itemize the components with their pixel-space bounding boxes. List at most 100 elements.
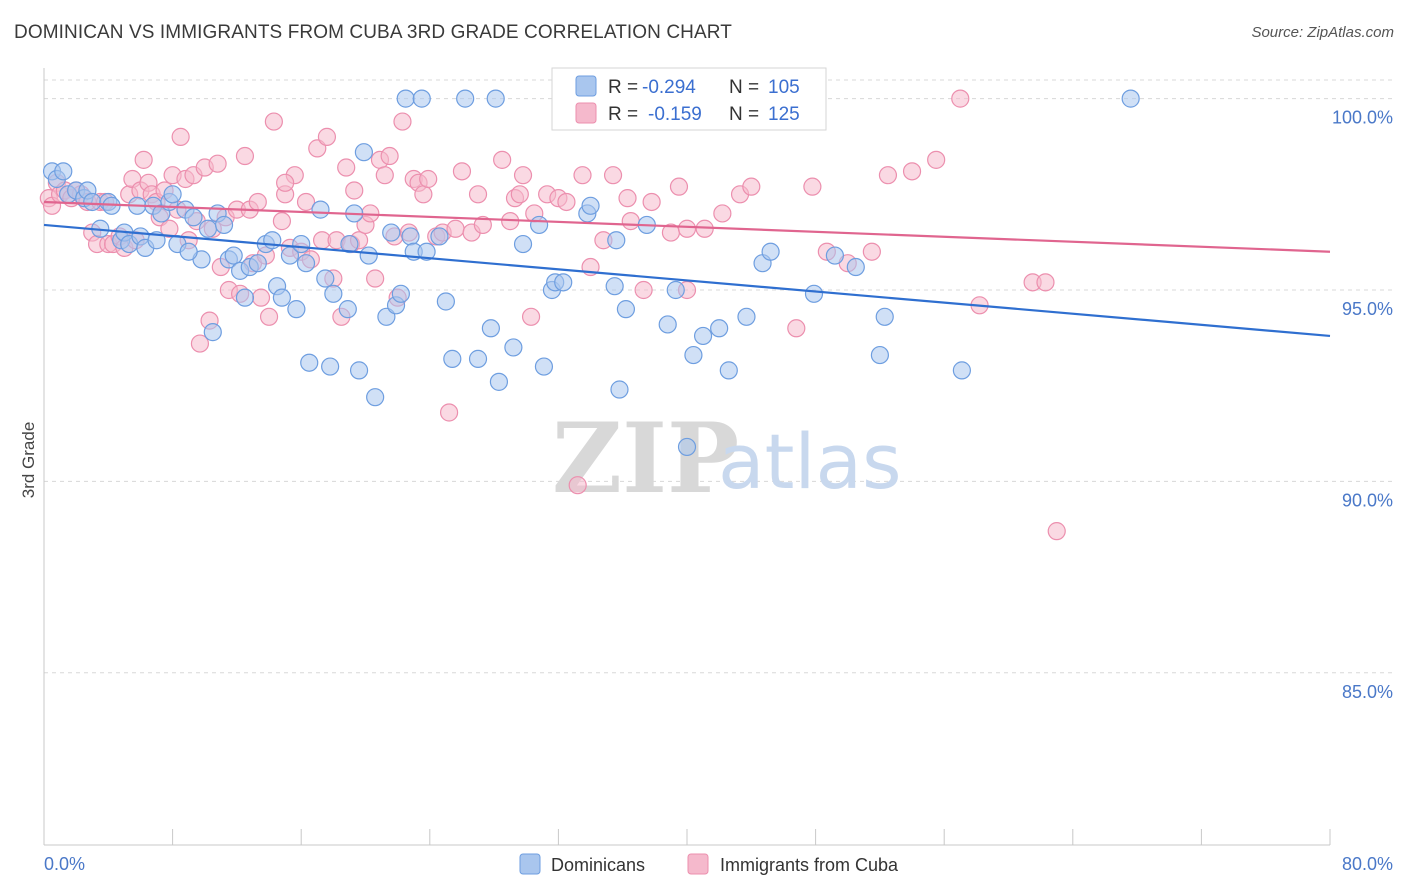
legend-r-value-1: -0.294 (642, 77, 696, 98)
dominicans-point (761, 242, 780, 261)
cuba-point (513, 166, 533, 185)
bottom-legend-swatch-dominicans (519, 853, 541, 875)
trend-line-cuba (43, 200, 1331, 253)
legend-n-label-2: N = (729, 104, 759, 125)
dominicans-point (530, 215, 549, 235)
dominicans-point (272, 288, 292, 307)
cuba-point (160, 219, 179, 238)
dominicans-point (412, 89, 431, 108)
dominicans-point (719, 361, 738, 380)
dominicans-point (366, 388, 385, 407)
dominicans-point (214, 215, 234, 235)
dominicans-point (203, 323, 222, 342)
dominicans-point (396, 89, 415, 108)
cuba-point (296, 192, 316, 212)
cuba-point (248, 192, 267, 212)
cuba-point (380, 146, 399, 166)
cuba-point (473, 215, 492, 235)
dominicans-point (436, 292, 455, 311)
cuba-point (419, 169, 438, 189)
dominicans-point (534, 357, 554, 376)
cuba-point (803, 177, 822, 196)
legend-swatch-cuba (575, 102, 597, 124)
cuba-point (621, 212, 640, 231)
trend-line-dominicans (43, 223, 1331, 338)
y-tick-label: 85.0% (1342, 682, 1393, 702)
dominicans-point (324, 284, 343, 303)
dominicans-point (443, 349, 462, 368)
cuba-point (317, 127, 337, 146)
dominicans-point (198, 219, 218, 238)
dominicans-point (658, 315, 677, 334)
dominicans-point (666, 280, 685, 300)
x-tick-label-min: 0.0% (44, 854, 85, 874)
dominicans-point (417, 242, 436, 261)
cuba-point (557, 192, 576, 212)
cuba-point (493, 150, 512, 169)
dominicans-point (607, 231, 626, 250)
cuba-point (446, 219, 465, 238)
cuba-point (264, 112, 283, 131)
x-tick-label-max: 80.0% (1342, 854, 1393, 874)
cuba-point (366, 269, 385, 288)
dominicans-point (292, 234, 311, 254)
legend-r-value-2: -0.159 (648, 104, 702, 125)
cuba-point (603, 166, 623, 185)
dominicans-point (504, 338, 523, 357)
dominicans-point (248, 254, 267, 273)
source-credit: Source: ZipAtlas.com (1251, 24, 1394, 41)
dominicans-point (870, 345, 890, 365)
cuba-point (642, 192, 661, 212)
cuba-point (669, 177, 689, 196)
dominicans-point (513, 234, 533, 254)
trend-lines (43, 200, 1331, 338)
legend-n-value-2: 125 (768, 104, 800, 125)
cuba-point (573, 166, 592, 185)
dominicans-point (430, 227, 449, 246)
cuba-point (510, 185, 529, 204)
cuba-point (568, 476, 587, 495)
cuba-point (393, 112, 412, 131)
legend-r-label-2: R = (608, 104, 638, 125)
dominicans-point (83, 192, 102, 212)
dominicans-point (224, 246, 243, 265)
legend-r-label-1: R = (608, 77, 638, 98)
dominicans-point (235, 288, 255, 307)
dominicans-point (875, 307, 894, 326)
cuba-point (634, 280, 653, 300)
watermark-zip: ZIP (552, 402, 739, 515)
dominicans-point (616, 300, 636, 319)
dominicans-point (677, 437, 697, 457)
series-legend: Dominicans Immigrants from Cuba (519, 853, 899, 875)
cuba-point (713, 204, 732, 223)
legend-n-label-1: N = (729, 77, 759, 98)
dominicans-point (456, 89, 475, 108)
dominicans-point (401, 227, 420, 246)
cuba-point (190, 334, 210, 353)
dominicans-point (468, 349, 488, 368)
y-tick-label: 90.0% (1342, 490, 1393, 510)
dominicans-point (179, 242, 198, 261)
cuba-point (345, 181, 364, 200)
cuba-point (439, 403, 459, 422)
cuba-point (414, 185, 433, 204)
dominicans-point (693, 326, 713, 346)
dominicans-point (489, 372, 509, 391)
cuba-point (251, 288, 271, 307)
watermark-atlas: atlas (718, 417, 902, 506)
cuba-point (208, 154, 227, 173)
y-tick-labels: 85.0% 90.0% 95.0% 100.0% (1332, 108, 1393, 702)
cuba-point (375, 166, 394, 185)
cuba-point (951, 89, 970, 108)
cuba-point (1047, 522, 1066, 541)
y-tick-label: 100.0% (1332, 108, 1393, 128)
dominicans-point (846, 257, 865, 277)
dominicans-point (287, 300, 306, 319)
dominicans-point (300, 353, 319, 372)
cuba-point (862, 242, 881, 261)
dominicans-point (349, 361, 369, 380)
grid-lines (44, 79, 1392, 674)
dominicans-point (391, 284, 410, 303)
dominicans-point (316, 269, 335, 288)
dominicans-point (710, 319, 729, 338)
